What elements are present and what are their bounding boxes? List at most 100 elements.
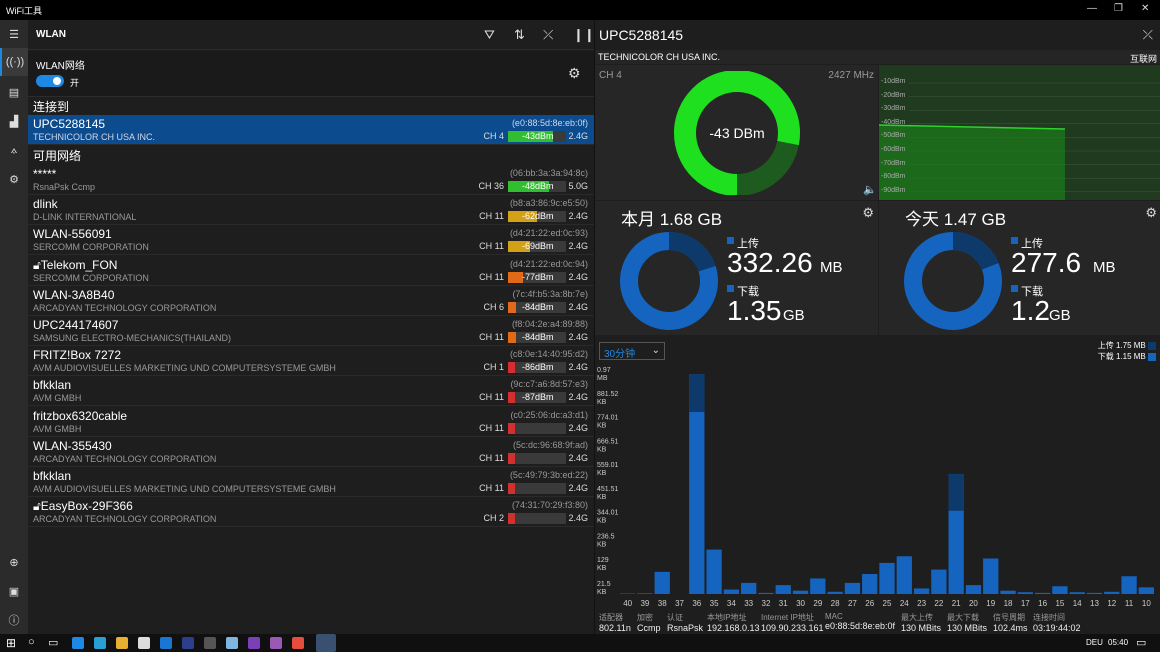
stat-label: MAC <box>825 612 843 621</box>
stat-item: 最大下载 130 MBits <box>947 612 987 633</box>
visual-studio-icon[interactable] <box>248 637 260 649</box>
photoshop-icon[interactable] <box>182 637 194 649</box>
x-tick-label: 24 <box>900 599 909 608</box>
network-row[interactable]: dlink D-LINK INTERNATIONAL (b8:a3:86:9c:e5… <box>28 195 594 226</box>
clock[interactable]: 05:40 <box>1108 638 1129 647</box>
stat-label: 连接时间 <box>1033 613 1065 622</box>
network-row[interactable]: bfkklan AVM AUDIOVISUELLES MARKETING UND … <box>28 467 594 497</box>
outlook-icon[interactable] <box>160 637 172 649</box>
globe-icon[interactable]: ⊕ <box>9 556 19 569</box>
network-row[interactable]: WLAN-556091 SERCOMM CORPORATION (d4:21:22:… <box>28 225 594 256</box>
sort-icon[interactable]: ⇅ <box>514 27 525 42</box>
signal-fill <box>508 513 515 525</box>
chart-icon[interactable]: ▟ <box>9 115 19 128</box>
network-vendor: AVM AUDIOVISUELLES MARKETING UND COMPUTE… <box>33 363 336 374</box>
network-row[interactable]: 🔓︎Telekom_FON SERCOMM CORPORATION (d4:21:2… <box>28 256 594 286</box>
shop-icon[interactable]: ▣ <box>8 585 20 598</box>
network-row[interactable]: ***** RsnaPsk Ccmp (06:bb:3a:3a:94:8c) CH 3… <box>28 165 594 195</box>
app-icon[interactable] <box>292 637 304 649</box>
visual-studio-icon[interactable] <box>270 637 282 649</box>
download-swatch <box>727 285 734 292</box>
x-tick-label: 29 <box>813 599 822 608</box>
network-row[interactable]: UPC244174607 SAMSUNG ELECTRO-MECHANICS(TH… <box>28 316 594 346</box>
pause-icon[interactable]: ❙❙ <box>573 27 595 42</box>
keyboard-language[interactable]: DEU <box>1086 638 1103 647</box>
signal-fill <box>508 392 515 404</box>
time-range-dropdown[interactable]: 30分钟 ⌄ <box>599 342 665 360</box>
info-icon[interactable]: ⓘ <box>8 615 20 627</box>
network-channel: CH 4 <box>483 131 504 141</box>
network-row[interactable]: WLAN-355430 ARCADYAN TECHNOLOGY CORPORATI… <box>28 437 594 467</box>
close-icon[interactable]: ✕ <box>1141 3 1150 14</box>
hamburger-menu-icon[interactable]: ☰ <box>9 28 19 41</box>
settings-icon[interactable]: ⚙ <box>9 173 19 186</box>
search-icon[interactable]: ○ <box>28 636 35 648</box>
tower-icon[interactable]: ⟑ <box>10 143 18 156</box>
month-donut <box>620 232 718 330</box>
stat-label: 加密 <box>637 613 653 622</box>
wlan-toggle[interactable] <box>36 75 64 87</box>
stat-label: 信号周期 <box>993 613 1025 622</box>
y-tick-label: MB <box>597 375 608 382</box>
month-title: 本月 1.68 GB <box>621 210 723 229</box>
signal-fill <box>508 241 531 253</box>
y-tick-label: 451.51 <box>597 486 619 493</box>
stat-item: 信号周期 102.4ms <box>993 612 1028 633</box>
network-vendor: D-LINK INTERNATIONAL <box>33 212 137 223</box>
x-tick-label: 14 <box>1073 599 1082 608</box>
network-mac: (5c:49:79:3b:ed:22) <box>509 470 588 480</box>
connected-network-row[interactable]: UPC5288145 TECHNICOLOR CH USA INC. (e0:8… <box>28 115 594 145</box>
disconnect-icon[interactable]: ⤫ <box>543 27 554 42</box>
gear-icon[interactable]: ⚙ <box>1145 205 1157 220</box>
x-tick-label: 15 <box>1055 599 1064 608</box>
gear-icon[interactable]: ⚙ <box>568 65 581 81</box>
wifi-tool-taskbar-icon[interactable] <box>316 634 336 652</box>
today-up-label: 上传 <box>1021 238 1043 250</box>
network-row[interactable]: FRITZ!Box 7272 AVM AUDIOVISUELLES MARKETI… <box>28 346 594 377</box>
speaker-icon[interactable]: 🔈 <box>863 184 877 196</box>
signal-bar: -84dBm <box>508 301 566 313</box>
windows-start-icon[interactable]: ⊞ <box>6 636 17 650</box>
explorer-icon[interactable] <box>116 637 128 649</box>
bar-download <box>1086 592 1103 594</box>
app-icon[interactable] <box>204 637 216 649</box>
stat-label: 最大下载 <box>947 613 979 622</box>
app-icon[interactable] <box>226 637 238 649</box>
router-icon[interactable]: ▤ <box>8 86 20 99</box>
ie-icon[interactable] <box>94 637 106 649</box>
signal-bar: -48dBm <box>508 181 566 192</box>
window-title: WiFi工具 <box>6 6 42 16</box>
network-channel: CH 11 <box>479 271 504 282</box>
network-row[interactable]: 🔓︎EasyBox-29F366 ARCADYAN TECHNOLOGY CORP… <box>28 497 594 528</box>
store-icon[interactable] <box>138 637 150 649</box>
network-row[interactable]: fritzbox6320cable AVM GMBH (c0:25:06:dc:a3… <box>28 407 594 437</box>
network-channel: CH 11 <box>479 452 504 463</box>
gear-icon[interactable]: ⚙ <box>862 205 874 220</box>
gauge-value: -43 DBm <box>709 125 765 141</box>
minimize-icon[interactable]: — <box>1087 3 1097 14</box>
network-row[interactable]: WLAN-3A8B40 ARCADYAN TECHNOLOGY CORPORATI… <box>28 286 594 316</box>
filter-icon[interactable]: ⛛ <box>484 27 495 42</box>
wifi-antenna-icon[interactable]: ((·)) <box>0 48 28 76</box>
today-title: 今天 1.47 GB <box>905 210 1007 229</box>
network-row[interactable]: bfkklan AVM GMBH (9c:c7:a6:8d:57:e3) CH 11 -… <box>28 376 594 407</box>
network-vendor: SERCOMM CORPORATION <box>33 242 149 253</box>
restore-icon[interactable]: ❐ <box>1114 3 1123 14</box>
y-tick-label: 129 <box>597 557 609 564</box>
task-view-icon[interactable]: ▭ <box>48 637 59 649</box>
bar-download <box>913 588 930 594</box>
legend-download: 下载 1.15 MB <box>1098 351 1156 362</box>
signal-fill <box>508 271 524 283</box>
notification-icon[interactable]: ▭ <box>1136 637 1147 649</box>
month-down-value: 1.35 <box>727 295 782 326</box>
stat-value: 109.90.233.161 <box>761 623 824 633</box>
disconnect-icon[interactable]: ⤫ <box>1142 27 1153 42</box>
lock-icon: 🔓︎ <box>33 499 41 514</box>
month-down-unit: GB <box>783 307 805 324</box>
network-mac: (d4:21:22:ed:0c:94) <box>509 258 588 269</box>
edge-icon[interactable] <box>72 637 84 649</box>
network-band: 2.4G <box>568 422 588 433</box>
network-name: WLAN-355430 <box>33 438 112 453</box>
stat-item: 最大上传 130 MBits <box>901 612 941 633</box>
signal-axis-label: -20dBm <box>881 91 906 99</box>
